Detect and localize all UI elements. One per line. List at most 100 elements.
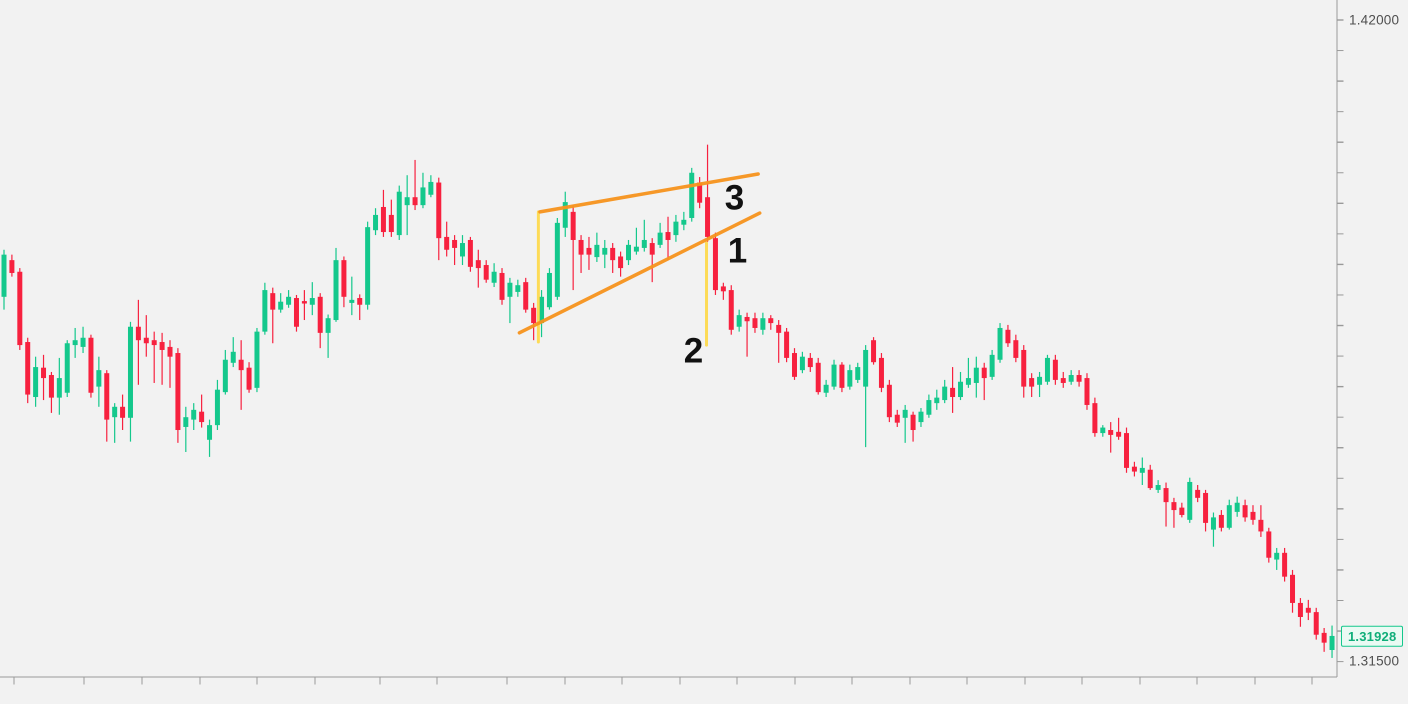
candle-body [207, 425, 213, 440]
candle-body [1108, 430, 1114, 435]
candle-body [333, 260, 339, 321]
annotation-label-2[interactable]: 2 [683, 331, 704, 371]
candle-body [602, 247, 608, 255]
candle-body [120, 406, 126, 418]
candle-body [562, 202, 568, 228]
candle-body [554, 222, 560, 297]
candle-body [278, 301, 284, 310]
candle-body [673, 221, 679, 236]
candle-body [412, 197, 418, 206]
candle-body [467, 239, 473, 267]
candle-body [586, 247, 592, 255]
candle-body [618, 256, 624, 269]
candle-body [254, 331, 260, 388]
wedge-lower[interactable] [517, 211, 762, 335]
candle-body [997, 327, 1003, 360]
candle-body [1179, 507, 1185, 515]
candle-body [349, 299, 355, 303]
candle-body [649, 243, 655, 255]
candle-body [1250, 511, 1256, 520]
candle-body [41, 367, 47, 379]
candle-body [112, 406, 118, 418]
candle-body [25, 342, 31, 395]
candle-body [989, 354, 995, 377]
candle-body [1329, 635, 1335, 650]
candle-body [768, 318, 774, 324]
candle-body [238, 359, 244, 371]
candle-body [1139, 467, 1145, 473]
candle-body [475, 260, 481, 269]
candle-body [1242, 505, 1248, 518]
candle-body [1116, 431, 1122, 437]
candle-body [1210, 517, 1216, 530]
candle-body [657, 232, 663, 245]
candle-body [523, 282, 529, 310]
candle-body [404, 197, 410, 206]
candle-body [625, 244, 631, 261]
candle-body [546, 272, 552, 308]
candle-body [610, 247, 616, 261]
candle-body [705, 197, 711, 237]
candle-body [301, 301, 307, 304]
candle-body [839, 364, 845, 388]
candle-body [1274, 552, 1280, 560]
candle-body [1226, 505, 1232, 528]
candle-body [886, 384, 892, 418]
candle-body [1290, 574, 1296, 603]
candle-body [847, 370, 853, 387]
candle-body [1076, 375, 1082, 382]
candle-body [823, 384, 829, 393]
candle-body [799, 356, 805, 371]
candle-body [1187, 481, 1193, 520]
candle-body [507, 282, 513, 297]
candle-body [784, 331, 790, 358]
candle-body [681, 219, 687, 225]
candle-body [981, 367, 987, 379]
candle-body [594, 244, 600, 258]
candle-body [1044, 357, 1050, 382]
candle-body [1258, 519, 1264, 532]
candle-body [48, 375, 54, 398]
candle-body [104, 373, 110, 420]
candle-body [1313, 612, 1319, 635]
candle-body [578, 239, 584, 255]
candle-body [570, 211, 576, 240]
candle-body [317, 296, 323, 333]
candle-body [1005, 329, 1011, 344]
candle-body [1321, 632, 1327, 643]
candle-body [515, 285, 521, 292]
candle-body [1092, 403, 1098, 434]
candle-body [1147, 469, 1153, 489]
annotation-label-1[interactable]: 1 [727, 231, 748, 271]
candle-body [309, 298, 315, 305]
candle-body [910, 414, 916, 431]
candle-body [56, 378, 62, 398]
candle-body [1195, 489, 1201, 498]
candle-body [88, 337, 94, 393]
candle-body [871, 340, 877, 363]
candle-body [689, 172, 695, 218]
candle-body [167, 346, 173, 357]
candle-body [499, 272, 505, 300]
candle-body [293, 298, 299, 327]
candle-body [1171, 502, 1177, 511]
candle-body [1060, 378, 1066, 383]
candle-body [246, 367, 252, 390]
candle-body [444, 236, 450, 250]
candle-body [1029, 378, 1035, 387]
candle-body [1, 254, 7, 297]
candle-body [135, 326, 141, 341]
candle-body [697, 182, 703, 203]
candle-body [1282, 552, 1288, 577]
wedge-upper[interactable] [538, 172, 760, 214]
candle-body [452, 239, 458, 248]
candle-body [531, 307, 537, 324]
candle-body [1297, 602, 1303, 617]
candle-body [728, 290, 734, 330]
annotation-label-3[interactable]: 3 [724, 178, 745, 218]
candle-body [973, 367, 979, 383]
candle-body [183, 417, 189, 427]
candle-body [262, 290, 268, 332]
